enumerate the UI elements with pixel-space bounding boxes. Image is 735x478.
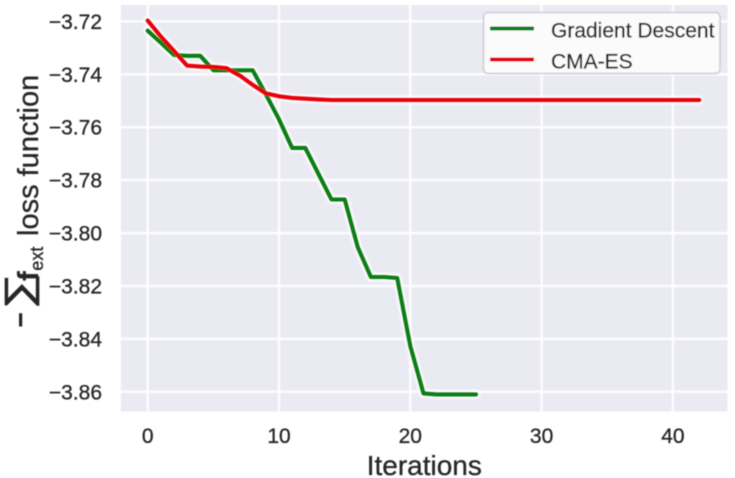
svg-text:CMA-ES: CMA-ES xyxy=(551,51,633,74)
svg-text:−: − xyxy=(8,313,35,327)
svg-text:−3.72: −3.72 xyxy=(49,11,102,34)
svg-text:−3.82: −3.82 xyxy=(49,276,102,299)
svg-text:10: 10 xyxy=(267,425,290,448)
svg-text:f: f xyxy=(13,271,45,281)
svg-text:−3.80: −3.80 xyxy=(49,223,102,246)
svg-text:Gradient Descent: Gradient Descent xyxy=(551,20,715,43)
svg-text:−3.84: −3.84 xyxy=(49,328,102,351)
svg-text:−3.76: −3.76 xyxy=(49,117,102,140)
svg-text:loss function: loss function xyxy=(13,75,45,236)
svg-text:∑: ∑ xyxy=(0,273,40,309)
svg-text:−3.78: −3.78 xyxy=(49,170,102,193)
svg-text:−3.74: −3.74 xyxy=(49,64,102,87)
svg-text:Iterations: Iterations xyxy=(367,450,482,478)
svg-text:ext: ext xyxy=(27,247,47,271)
svg-text:0: 0 xyxy=(142,425,154,448)
svg-text:40: 40 xyxy=(661,425,684,448)
svg-text:30: 30 xyxy=(530,425,553,448)
svg-text:−3.86: −3.86 xyxy=(49,381,102,404)
svg-text:20: 20 xyxy=(399,425,422,448)
